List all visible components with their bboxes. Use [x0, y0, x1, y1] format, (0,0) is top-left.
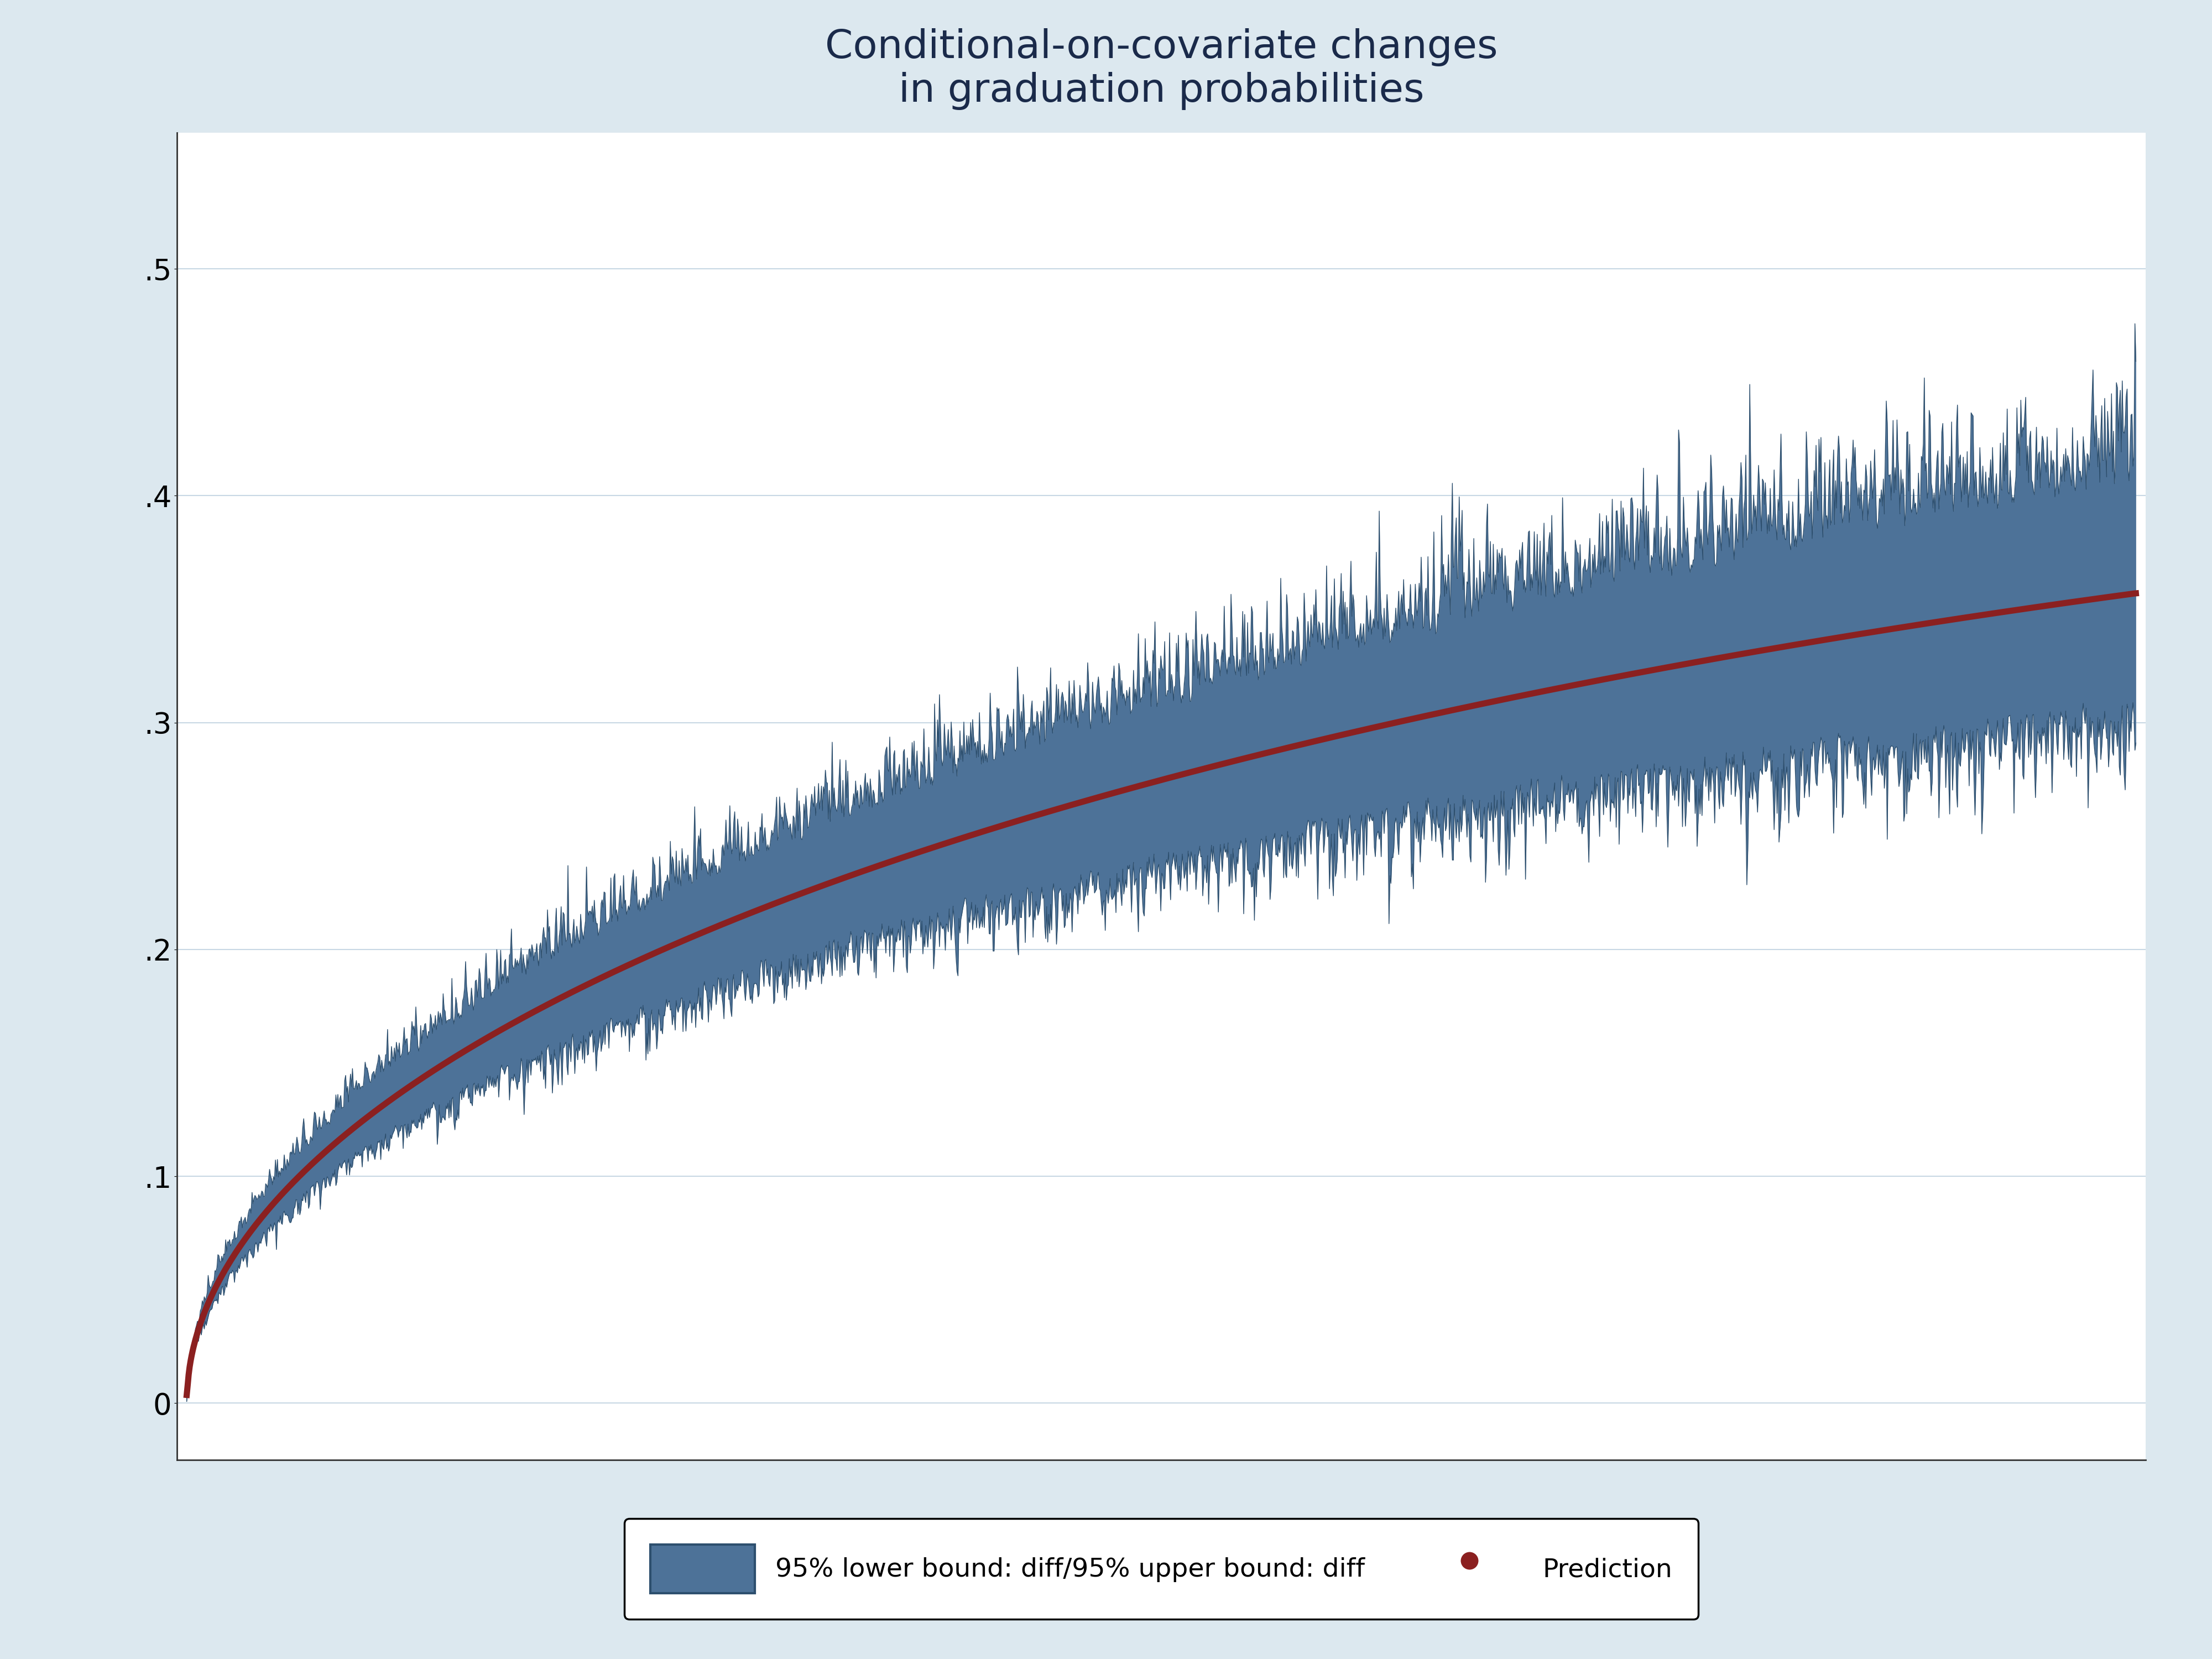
Title: Conditional-on-covariate changes
in graduation probabilities: Conditional-on-covariate changes in grad… — [825, 28, 1498, 109]
Legend: 95% lower bound: diff/95% upper bound: diff, Prediction: 95% lower bound: diff/95% upper bound: d… — [624, 1518, 1699, 1619]
